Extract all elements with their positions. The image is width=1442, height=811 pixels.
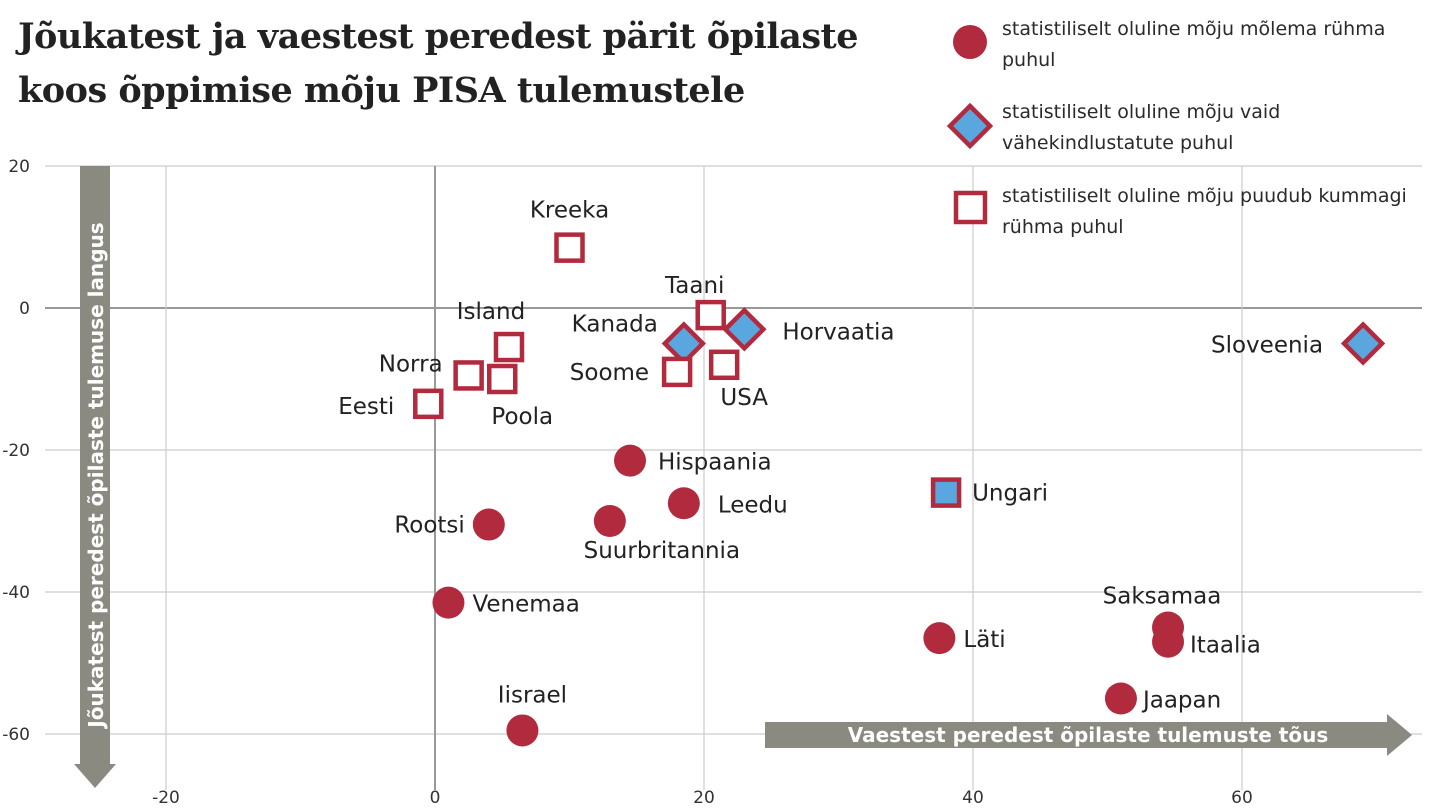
point-jaapan [1104,682,1137,715]
point-label-itaalia: Itaalia [1190,633,1261,659]
x-axis-arrow-head [1387,714,1412,756]
legend-label: statistiliselt oluline mõju vaid vähekin… [1002,101,1281,154]
point-kreeka [554,232,585,263]
y-axis-arrow-head [74,764,116,788]
point-label-eesti: Eesti [338,394,394,420]
y-axis-arrow-body [80,166,110,764]
point-island [493,331,525,363]
point-label-taani: Taani [664,273,724,299]
point-label-l-ti: Läti [963,627,1005,653]
point-l-ti [923,622,956,655]
y-tick-label: 20 [8,157,30,177]
point-ungari [930,477,962,508]
point-label-soome: Soome [570,360,649,386]
point-label-usa: USA [720,385,768,411]
point-label-kreeka: Kreeka [530,198,609,224]
point-label-rootsi: Rootsi [394,513,464,539]
x-tick-label: 40 [962,788,984,808]
grid-layer [45,165,1422,790]
point-itaalia [1152,625,1185,658]
point-suurbritannia [593,505,626,537]
point-taani [695,299,726,331]
legend-label: statistiliselt oluline mõju puudub kumma… [1002,185,1407,238]
point-label-island: Island [457,299,525,325]
chart-title-line-2: koos õppimise mõju PISA tulemustele [18,70,745,111]
y-tick-label: 0 [19,299,30,319]
legend-circle-icon [953,25,987,59]
point-leedu [667,487,700,520]
point-rootsi [472,508,505,541]
point-label-saksamaa: Saksamaa [1103,584,1222,610]
point-label-hispaania: Hispaania [658,450,772,476]
legend-label: statistiliselt oluline mõju mõlema rühma… [1002,18,1386,71]
chart-title-line-1: Jõukatest ja vaestest peredest pärit õpi… [18,16,859,57]
legend-square-icon [953,190,988,225]
y-axis-label: Jõukatest peredest õpilaste tulemuse lan… [84,222,108,729]
point-label-sloveenia: Sloveenia [1211,333,1323,359]
point-norra [453,360,484,391]
point-label-ungari: Ungari [972,481,1048,507]
legend-item-both-groups: statistiliselt oluline mõju mõlema rühma… [940,14,1430,84]
point-label-norra: Norra [379,351,443,377]
legend-diamond-icon [946,102,994,150]
point-iisrael [506,714,539,747]
point-label-kanada: Kanada [572,312,658,338]
x-axis-label: Vaestest peredest õpilaste tulemuste tõu… [848,723,1329,747]
point-label-venemaa: Venemaa [472,592,579,618]
data-points [413,232,1386,747]
tick-labels: 20 0 -20 -40 -60 -20 0 20 40 60 [2,157,1253,808]
y-tick-label: -60 [2,725,30,745]
point-label-jaapan: Jaapan [1141,688,1221,714]
x-tick-label: 60 [1231,788,1253,808]
point-poola [487,363,518,395]
point-label-poola: Poola [491,404,553,430]
y-tick-label: -40 [2,583,30,603]
point-label-leedu: Leedu [718,492,788,518]
point-hispaania [614,444,647,477]
x-tick-label: -20 [152,788,180,808]
x-tick-label: 0 [430,788,441,808]
point-eesti [413,388,444,420]
point-labels: Kreeka Taani Horvaatia Kanada Island Norra Poo… [338,198,1323,714]
point-usa [708,349,740,381]
legend-item-disadvantaged-only: statistiliselt oluline mõju vaid vähekin… [940,97,1430,167]
y-tick-label: -20 [2,441,30,461]
x-axis-arrow-body [765,722,1387,748]
point-label-horvaatia: Horvaatia [782,319,894,345]
point-sloveenia [1340,321,1386,366]
point-label-suurbritannia: Suurbritannia [584,538,740,564]
point-soome [661,356,693,388]
point-venemaa [432,586,465,619]
point-label-iisrael: Iisrael [498,682,567,708]
axis-arrows: Jõukatest peredest õpilaste tulemuse lan… [74,166,1412,788]
legend-item-no-effect: statistiliselt oluline mõju puudub kumma… [940,181,1430,251]
point-horvaatia [722,307,767,352]
x-tick-label: 20 [693,788,715,808]
